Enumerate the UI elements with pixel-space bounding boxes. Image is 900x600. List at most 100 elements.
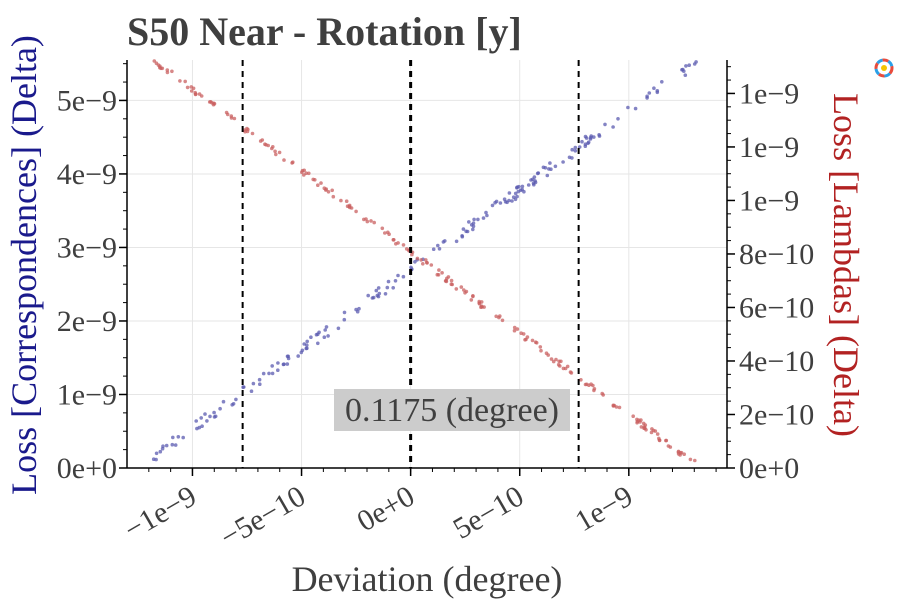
- point-correspondences: [515, 185, 519, 189]
- point-lambdas: [152, 59, 157, 63]
- point-correspondences: [251, 381, 256, 386]
- point-correspondences: [323, 328, 328, 332]
- point-correspondences: [502, 197, 507, 201]
- y-right-tick-label: 2e−10: [739, 398, 814, 431]
- point-lambdas: [369, 219, 373, 223]
- point-lambdas: [655, 432, 660, 436]
- point-lambdas: [263, 142, 267, 146]
- point-correspondences: [249, 389, 254, 394]
- point-correspondences: [309, 335, 313, 340]
- point-lambdas: [245, 126, 249, 131]
- point-lambdas: [185, 85, 190, 90]
- point-correspondences: [592, 135, 596, 139]
- point-lambdas: [569, 371, 574, 375]
- point-lambdas: [178, 79, 182, 83]
- y-left-tick-label: 1e−9: [57, 378, 117, 411]
- point-correspondences: [324, 325, 329, 329]
- point-lambdas: [354, 209, 358, 214]
- point-correspondences: [409, 265, 413, 270]
- point-correspondences: [305, 339, 310, 344]
- point-correspondences: [342, 310, 347, 315]
- point-lambdas: [225, 112, 230, 117]
- point-correspondences: [212, 415, 217, 419]
- point-lambdas: [449, 278, 454, 283]
- y-left-tick-label: 2e−9: [57, 305, 117, 338]
- point-lambdas: [274, 152, 278, 157]
- point-lambdas: [524, 337, 528, 342]
- point-correspondences: [218, 406, 222, 411]
- chart-title: S50 Near - Rotation [y]: [127, 9, 522, 54]
- point-lambdas: [617, 405, 622, 410]
- point-lambdas: [326, 190, 331, 194]
- point-correspondences: [396, 273, 400, 278]
- point-lambdas: [170, 69, 174, 74]
- x-tick-label: 5e−10: [448, 479, 530, 545]
- point-lambdas: [449, 282, 454, 287]
- point-correspondences: [545, 173, 550, 178]
- point-correspondences: [316, 332, 320, 337]
- point-lambdas: [494, 314, 499, 319]
- point-correspondences: [464, 229, 468, 234]
- point-correspondences: [296, 354, 301, 358]
- point-correspondences: [611, 125, 615, 129]
- point-lambdas: [530, 338, 535, 343]
- point-correspondences: [322, 335, 327, 340]
- point-correspondences: [577, 145, 582, 149]
- point-lambdas: [546, 353, 550, 357]
- point-lambdas: [339, 198, 343, 203]
- point-correspondences: [520, 184, 525, 189]
- point-correspondences: [583, 142, 588, 146]
- point-correspondences: [391, 286, 396, 290]
- point-lambdas: [440, 271, 444, 275]
- point-correspondences: [336, 326, 341, 331]
- point-correspondences: [383, 292, 388, 296]
- point-correspondences: [208, 414, 212, 419]
- point-lambdas: [668, 445, 673, 449]
- point-correspondences: [515, 194, 519, 199]
- point-correspondences: [633, 106, 638, 111]
- deviation-lines: [241, 60, 580, 468]
- point-lambdas: [290, 161, 294, 165]
- point-correspondences: [570, 147, 574, 152]
- point-lambdas: [250, 131, 255, 136]
- point-lambdas: [391, 238, 396, 242]
- point-correspondences: [471, 227, 475, 232]
- point-lambdas: [383, 231, 387, 235]
- point-correspondences: [173, 443, 178, 447]
- point-correspondences: [687, 63, 691, 67]
- point-correspondences: [241, 385, 245, 390]
- y-right-tick-label: 1e−9: [739, 131, 799, 164]
- point-lambdas: [601, 393, 605, 397]
- point-lambdas: [682, 452, 686, 457]
- annotation-background: [334, 389, 570, 431]
- point-correspondences: [305, 343, 309, 348]
- point-lambdas: [664, 438, 669, 443]
- point-lambdas: [304, 171, 309, 175]
- point-lambdas: [437, 268, 441, 272]
- point-lambdas: [591, 383, 595, 388]
- point-lambdas: [271, 145, 275, 149]
- point-correspondences: [176, 435, 181, 439]
- point-correspondences: [498, 201, 503, 205]
- point-correspondences: [393, 279, 398, 283]
- x-tick-label: 0e+0: [351, 479, 420, 538]
- point-lambdas: [512, 328, 517, 333]
- point-correspondences: [164, 443, 169, 448]
- point-correspondences: [376, 286, 381, 290]
- point-correspondences: [520, 187, 524, 192]
- y-right-tick-label: 1e−9: [739, 77, 799, 110]
- point-correspondences: [316, 341, 320, 346]
- point-correspondences: [476, 217, 480, 222]
- point-lambdas: [365, 219, 370, 224]
- point-lambdas: [313, 178, 317, 182]
- point-correspondences: [267, 371, 271, 376]
- point-correspondences: [181, 435, 185, 440]
- point-correspondences: [481, 216, 486, 220]
- point-correspondences: [436, 243, 440, 248]
- point-lambdas: [551, 359, 556, 364]
- point-correspondences: [385, 285, 390, 290]
- y-right-tick-label: 1e−9: [739, 184, 799, 217]
- point-correspondences: [507, 191, 512, 195]
- point-lambdas: [679, 450, 684, 455]
- point-correspondences: [584, 136, 589, 140]
